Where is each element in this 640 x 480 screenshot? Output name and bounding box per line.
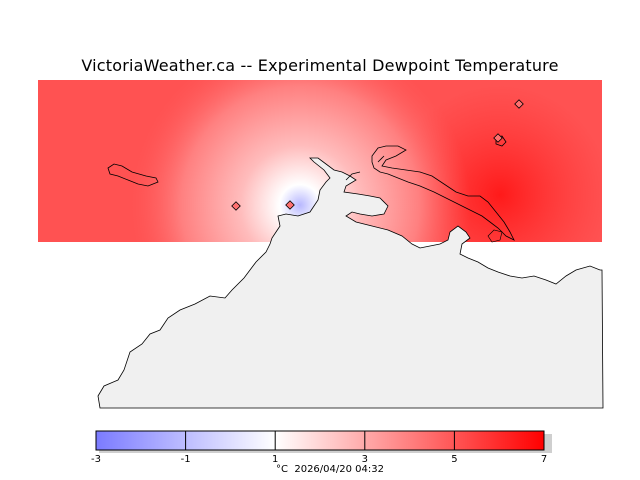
colorbar-ticks	[95, 431, 545, 450]
channel-line	[345, 155, 385, 181]
land-mass	[97, 157, 604, 409]
station-victoria[interactable]	[285, 200, 295, 210]
colorbar-tick-label: 3	[361, 454, 368, 465]
station-markers	[231, 99, 524, 211]
colorbar-tick-label: 5	[451, 454, 458, 465]
colorbar-tick-label: 1	[272, 454, 279, 465]
station-ne-1[interactable]	[514, 99, 524, 109]
station-west[interactable]	[231, 201, 241, 211]
map-title: VictoriaWeather.ca -- Experimental Dewpo…	[81, 56, 559, 75]
unit-label: °C	[276, 464, 288, 475]
timestamp: 2026/04/20 04:32	[294, 464, 384, 475]
peninsula-east	[487, 229, 503, 243]
station-ne-2[interactable]	[493, 133, 503, 143]
colorbar-gradient	[95, 430, 545, 451]
colorbar-tick-label: -1	[180, 454, 191, 465]
map-footer: °C 2026/04/20 04:32	[240, 464, 420, 475]
west-island	[107, 163, 159, 187]
gulf-islands	[371, 145, 515, 241]
colorbar-tick-label: 7	[540, 454, 548, 465]
colorbar-tick-label: -3	[91, 454, 101, 465]
